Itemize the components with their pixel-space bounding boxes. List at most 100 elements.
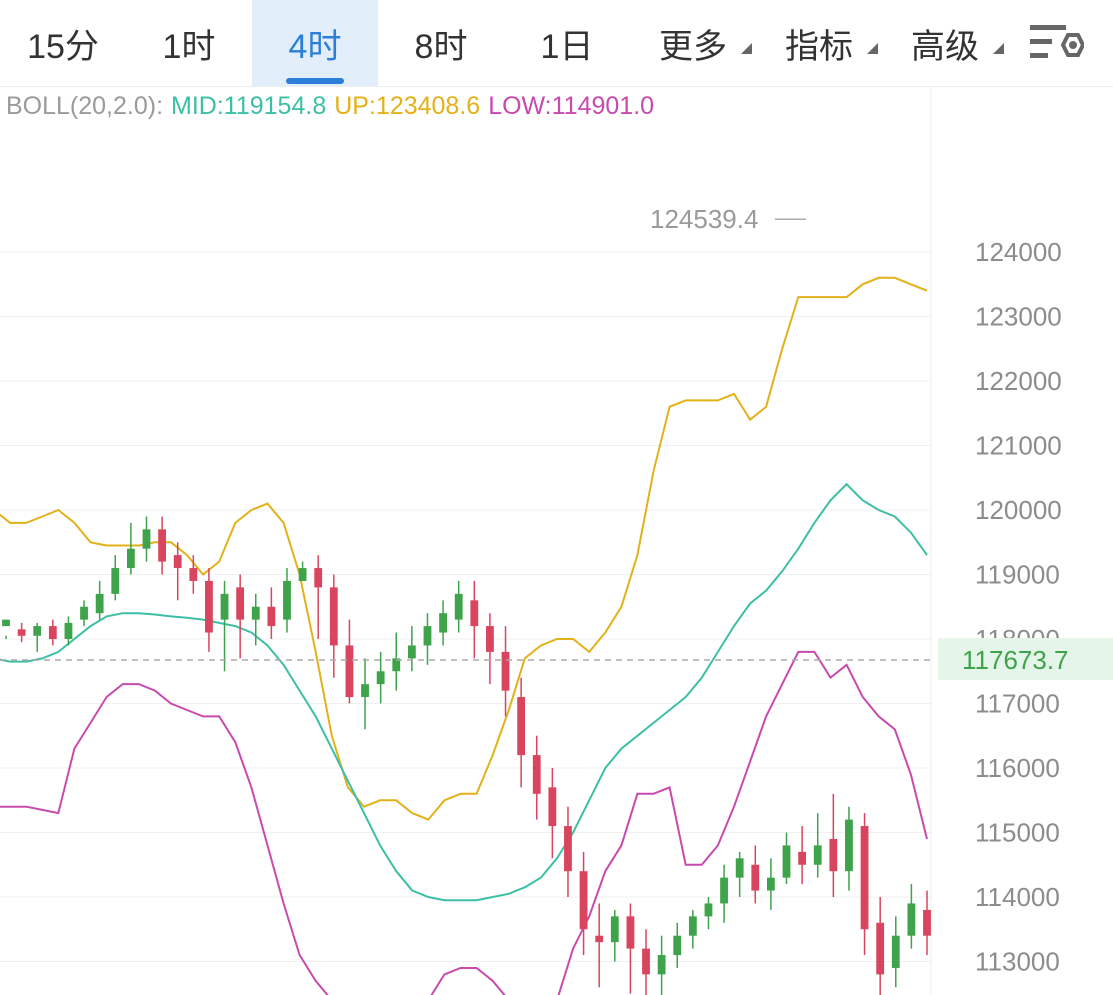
- chart-settings-button[interactable]: [1008, 0, 1103, 86]
- candlestick-chart[interactable]: 1240001230001220001210001200001190001180…: [0, 87, 1113, 995]
- more-dropdown[interactable]: 更多: [630, 0, 756, 86]
- candle-body: [907, 903, 916, 936]
- boll-lower-line: [0, 650, 928, 995]
- dropdown-triangle-icon: [993, 43, 1004, 54]
- y-tick-label: 124000: [975, 237, 1062, 267]
- candle-body: [80, 606, 88, 620]
- candle-body: [2, 619, 10, 627]
- candle-body: [158, 529, 167, 562]
- candle-body: [329, 587, 338, 646]
- tab-label: 15分: [27, 27, 99, 66]
- bollinger-bands: [0, 276, 928, 995]
- candle-body: [657, 955, 666, 975]
- candle-body: [735, 858, 744, 878]
- candle-body: [220, 593, 229, 620]
- candle-body: [314, 568, 323, 588]
- candle-body: [923, 909, 931, 936]
- candle-body: [610, 916, 619, 943]
- active-tab-indicator: [286, 78, 344, 84]
- candle-body: [17, 629, 26, 636]
- candle-body: [532, 755, 541, 794]
- dropdown-triangle-icon: [867, 43, 878, 54]
- dropdown-triangle-icon: [741, 43, 752, 54]
- candle-body: [298, 568, 307, 581]
- candle-body: [766, 877, 775, 891]
- candle-body: [376, 671, 385, 685]
- candle-body: [548, 787, 557, 827]
- candle-body: [517, 697, 526, 756]
- candle-body: [782, 845, 791, 878]
- candle-body: [407, 645, 416, 659]
- candle-body: [860, 826, 869, 930]
- candle-body: [876, 922, 885, 975]
- boll-up-value: UP:123408.6: [334, 92, 481, 120]
- y-tick-label: 120000: [975, 495, 1062, 525]
- y-tick-label: 113000: [975, 947, 1060, 977]
- tab-label: 8时: [414, 27, 468, 66]
- candle-body: [173, 555, 182, 569]
- candle-body: [189, 568, 198, 581]
- candle-body: [126, 548, 135, 569]
- candle-body: [48, 626, 57, 639]
- tab-1h[interactable]: 1时: [126, 0, 252, 86]
- candle-body: [236, 587, 245, 620]
- candle-body: [751, 864, 760, 891]
- candle-body: [486, 626, 494, 652]
- current-price-label: 117673.7: [962, 645, 1069, 675]
- candle-body: [392, 658, 401, 672]
- candle-body: [626, 916, 635, 949]
- candle-body: [704, 903, 713, 917]
- candle-body: [720, 877, 728, 904]
- candle-body: [439, 613, 447, 633]
- boll-mid-line: [0, 482, 928, 902]
- candle-body: [95, 593, 104, 614]
- y-tick-label: 121000: [975, 431, 1062, 461]
- candle-body: [829, 838, 838, 872]
- boll-name: BOLL(20,2.0):: [6, 92, 164, 120]
- candle-body: [579, 871, 588, 930]
- advanced-dropdown[interactable]: 高级: [882, 0, 1008, 86]
- candle-body: [142, 529, 151, 549]
- timeframe-tabs: 15分 1时 4时 8时 1日 更多 指标 高级: [0, 0, 1113, 87]
- tab-label: 4时: [288, 27, 342, 66]
- candle-body: [813, 845, 822, 865]
- candle-body: [673, 935, 682, 956]
- candle-body: [64, 622, 73, 639]
- candle-body: [361, 684, 369, 698]
- candle-body: [891, 935, 900, 968]
- candle-body: [423, 626, 432, 646]
- tab-label: 1时: [162, 27, 216, 66]
- tab-1d[interactable]: 1日: [504, 0, 630, 86]
- candle-body: [595, 935, 604, 943]
- indicator-dropdown[interactable]: 指标: [756, 0, 882, 86]
- boll-upper-line: [0, 276, 928, 821]
- candle-body: [564, 826, 572, 872]
- candle-body: [251, 606, 260, 620]
- y-tick-label: 122000: [975, 366, 1062, 396]
- candle-body: [798, 851, 807, 865]
- tab-15m[interactable]: 15分: [0, 0, 126, 86]
- candle-body: [205, 580, 213, 633]
- boll-legend: BOLL(20,2.0): MID:119154.8 UP:123408.6 LOW:…: [6, 92, 662, 121]
- chart-grid: [0, 251, 931, 962]
- candle-body: [111, 568, 120, 594]
- chart-settings-icon: [1029, 25, 1084, 58]
- tab-8h[interactable]: 8时: [378, 0, 504, 86]
- y-tick-label: 114000: [975, 882, 1060, 912]
- max-price-label: 124539.4: [650, 204, 758, 234]
- tab-label: 1日: [540, 27, 594, 66]
- tab-4h[interactable]: 4时: [252, 0, 378, 86]
- current-price-badge: [938, 638, 1113, 681]
- candle-body: [845, 819, 853, 872]
- y-tick-label: 119000: [975, 560, 1060, 590]
- candle-body: [267, 606, 276, 627]
- candles: [2, 516, 931, 995]
- y-tick-label: 123000: [975, 302, 1062, 332]
- dropdown-label: 高级: [911, 27, 979, 66]
- boll-low-value: LOW:114901.0: [488, 92, 655, 120]
- dropdown-label: 指标: [785, 27, 853, 66]
- candle-body: [345, 645, 354, 698]
- current-price-marker: 117673.7: [0, 638, 1113, 681]
- boll-mid-value: MID:119154.8: [171, 92, 327, 120]
- candle-body: [688, 916, 697, 936]
